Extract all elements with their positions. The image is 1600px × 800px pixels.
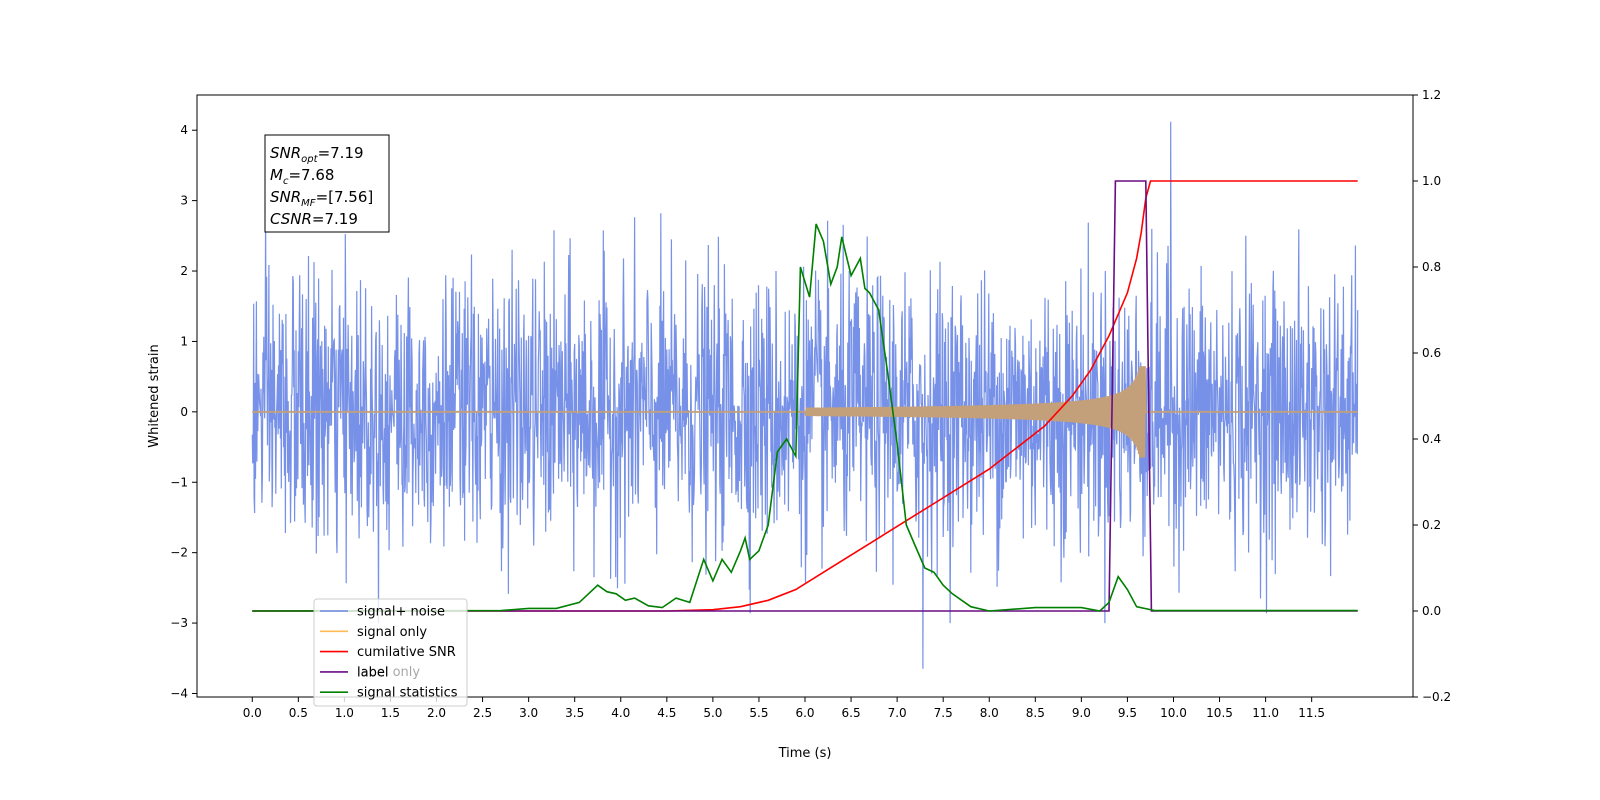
legend: signal+ noise signal only cumilative SNR la… bbox=[313, 598, 468, 707]
annotation-line: SNRMF=[7.56] bbox=[270, 188, 373, 209]
annotation-symbol: SNR bbox=[270, 188, 301, 206]
x-tick-label: 11.5 bbox=[1298, 706, 1325, 720]
x-tick-label: 8.0 bbox=[980, 706, 999, 720]
x-tick-label: 10.5 bbox=[1206, 706, 1233, 720]
x-tick-label: 2.5 bbox=[473, 706, 492, 720]
x-tick-label: 10.0 bbox=[1160, 706, 1187, 720]
legend-label: signal+ noise bbox=[357, 605, 445, 620]
x-tick-label: 3.0 bbox=[519, 706, 538, 720]
series-signal-statistics-line bbox=[252, 223, 1358, 612]
y-tick-label: 1 bbox=[180, 334, 188, 348]
x-tick-label: 0.5 bbox=[289, 706, 308, 720]
y-tick-label: −2 bbox=[170, 546, 188, 560]
plot-area bbox=[251, 121, 1359, 669]
y-tick-label: 2 bbox=[180, 264, 188, 278]
annotation-value: =7.19 bbox=[318, 144, 364, 162]
y2-tick-label: −0.2 bbox=[1422, 690, 1451, 704]
y-tick-label: −3 bbox=[170, 616, 188, 630]
x-tick-label: 6.5 bbox=[842, 706, 861, 720]
x-tick-label: 9.0 bbox=[1072, 706, 1091, 720]
y2-tick-label: 0.0 bbox=[1422, 604, 1441, 618]
x-tick-label: 6.0 bbox=[795, 706, 814, 720]
x-tick-label: 7.0 bbox=[888, 706, 907, 720]
legend-label: cumilative SNR bbox=[357, 645, 456, 660]
y-axis-label: Whitened strain bbox=[147, 344, 162, 447]
y2-tick-label: 0.4 bbox=[1422, 432, 1441, 446]
annotation-line: SNRopt=7.19 bbox=[270, 144, 364, 165]
x-tick-label: 5.0 bbox=[703, 706, 722, 720]
annotation-symbol: CSNR bbox=[270, 210, 312, 228]
y-axis-left: −4 −3 −2 −1 0 1 2 3 4 bbox=[170, 123, 197, 700]
annotation-symbol: SNR bbox=[270, 144, 301, 162]
x-tick-label: 1.0 bbox=[335, 706, 354, 720]
annotation-subscript: opt bbox=[301, 154, 318, 165]
y2-tick-label: 1.0 bbox=[1422, 174, 1441, 188]
series-signal-noise-line bbox=[251, 121, 1359, 669]
x-tick-label: 7.5 bbox=[934, 706, 953, 720]
y2-tick-label: 0.8 bbox=[1422, 260, 1441, 274]
annotation-value: =7.19 bbox=[312, 210, 358, 228]
annotation-value: =7.68 bbox=[288, 166, 334, 184]
x-tick-label: 1.5 bbox=[381, 706, 400, 720]
legend-label: label bbox=[357, 665, 388, 680]
series-signal-only-line bbox=[251, 366, 1359, 458]
y-axis-right: −0.2 0.0 0.2 0.4 0.6 0.8 1.0 1.2 bbox=[1413, 88, 1451, 704]
x-tick-label: 5.5 bbox=[749, 706, 768, 720]
legend-label: signal only bbox=[357, 625, 427, 640]
annotation-subscript: c bbox=[283, 176, 289, 187]
annotation-subscript: MF bbox=[301, 198, 316, 209]
x-tick-label: 4.0 bbox=[611, 706, 630, 720]
x-tick-label: 9.5 bbox=[1118, 706, 1137, 720]
legend-frame bbox=[313, 598, 468, 707]
y-tick-label: 0 bbox=[180, 405, 188, 419]
y-tick-label: 3 bbox=[180, 194, 188, 208]
x-tick-label: 2.0 bbox=[427, 706, 446, 720]
legend-label: signal statistics bbox=[357, 686, 458, 701]
annotation-symbol: M bbox=[270, 166, 283, 184]
y-tick-label: 4 bbox=[180, 123, 188, 137]
x-tick-label: 11.0 bbox=[1252, 706, 1279, 720]
y2-tick-label: 1.2 bbox=[1422, 88, 1441, 102]
x-axis-label: Time (s) bbox=[778, 746, 832, 761]
annotation-frame bbox=[264, 134, 390, 233]
annotation-value: =[7.56] bbox=[316, 188, 374, 206]
x-tick-label: 3.5 bbox=[565, 706, 584, 720]
x-tick-label: 4.5 bbox=[657, 706, 676, 720]
legend-label-faint: label only bbox=[357, 665, 420, 680]
y-tick-label: −1 bbox=[170, 475, 188, 489]
annotation-line: CSNR=7.19 bbox=[270, 210, 358, 228]
annotation-line: Mc=7.68 bbox=[270, 166, 334, 187]
y2-tick-label: 0.2 bbox=[1422, 518, 1441, 532]
x-axis: 0.0 0.5 1.0 1.5 2.0 2.5 3.0 3.5 4.0 4.5 5.0 5.5 6.0 6… bbox=[243, 697, 1325, 720]
y-tick-label: −4 bbox=[170, 686, 188, 700]
x-tick-label: 0.0 bbox=[243, 706, 262, 720]
series-cumilative-snr-line bbox=[252, 180, 1358, 612]
y2-tick-label: 0.6 bbox=[1422, 346, 1441, 360]
x-tick-label: 8.5 bbox=[1026, 706, 1045, 720]
